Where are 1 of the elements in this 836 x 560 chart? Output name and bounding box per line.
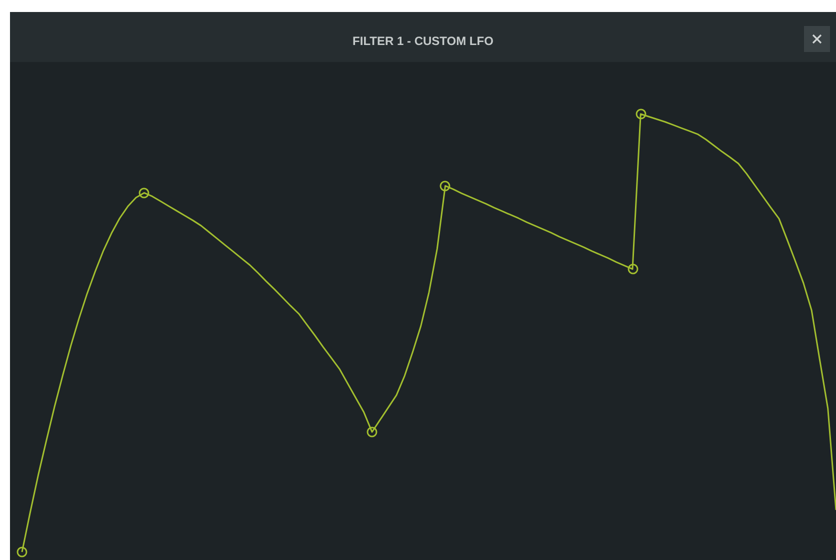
chart-title: FILTER 1 - CUSTOM LFO: [352, 33, 494, 50]
